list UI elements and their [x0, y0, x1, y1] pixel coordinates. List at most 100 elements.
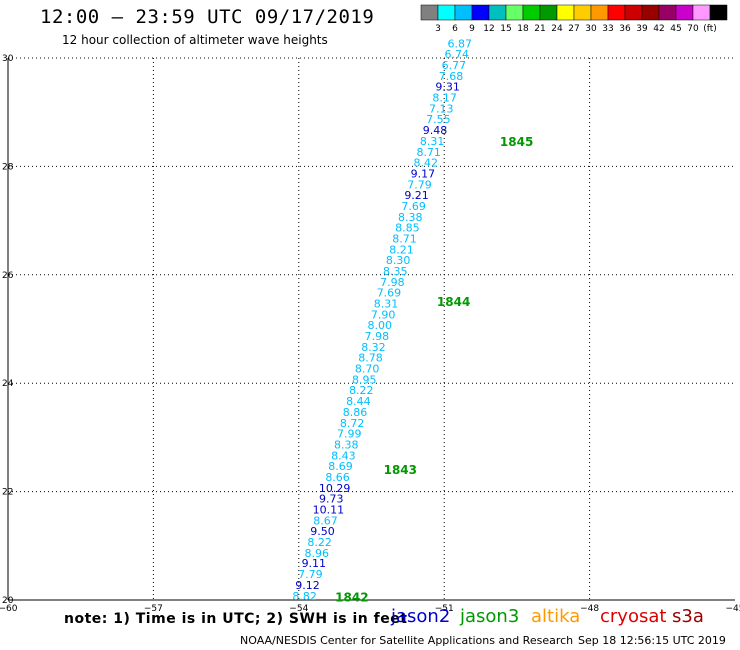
- colorbar-label: 30: [585, 24, 597, 34]
- colorbar-label: 3: [435, 24, 441, 34]
- chart-axes: −60 −57 −54 −51 −48 −45 20 22 24 26 28 30: [0, 54, 740, 614]
- swh-value-label: 6.74: [445, 48, 470, 61]
- swh-value-label: 8.38: [398, 211, 423, 224]
- y-tick-label: 22: [2, 488, 13, 498]
- y-tick-label: 30: [2, 54, 14, 64]
- colorbar-label: 33: [602, 24, 613, 34]
- swh-value-label: 8.95: [352, 373, 377, 386]
- swh-value-label: 10.29: [319, 482, 351, 495]
- swh-value-label: 9.50: [310, 525, 335, 538]
- y-tick-label: 24: [2, 379, 14, 389]
- x-tick-label: −60: [0, 604, 18, 614]
- swh-value-label: 8.82: [292, 590, 317, 603]
- x-tick-label: −54: [289, 604, 308, 614]
- swh-value-label: 7.90: [371, 308, 396, 321]
- y-tick-label: 28: [2, 162, 14, 172]
- swh-value-label: 8.43: [331, 449, 356, 462]
- colorbar-label: 6: [452, 24, 458, 34]
- colorbar-swatch: [556, 4, 575, 21]
- time-label: 1842: [335, 590, 368, 604]
- colorbar-label: 18: [517, 24, 529, 34]
- swh-value-label: 8.72: [340, 417, 365, 430]
- colorbar-swatch: [658, 4, 677, 21]
- swh-value-label: 6.77: [442, 59, 467, 72]
- swh-value-label: 8.44: [346, 395, 371, 408]
- swh-value-label: 8.96: [304, 547, 329, 560]
- swh-value-label: 8.71: [392, 232, 417, 245]
- swh-value-label: 8.30: [386, 254, 411, 267]
- y-tick-label: 20: [2, 596, 14, 606]
- swh-value-label: 8.78: [358, 352, 383, 365]
- swh-value-label: 8.22: [307, 536, 332, 549]
- swh-value-label: 8.21: [389, 243, 414, 256]
- colorbar-swatch: [641, 4, 660, 21]
- colorbar-swatch: [454, 4, 473, 21]
- swh-value-label: 9.21: [404, 189, 429, 202]
- colorbar-label: 70: [687, 24, 699, 34]
- x-tick-label: −48: [580, 604, 599, 614]
- swh-value-label: 8.31: [420, 135, 445, 148]
- colorbar-swatch: [471, 4, 490, 21]
- colorbar-swatch: [420, 4, 439, 21]
- swh-value-label: 8.42: [414, 157, 439, 170]
- colorbar-swatch: [590, 4, 609, 21]
- swh-value-label: 7.99: [337, 428, 362, 441]
- colorbar-swatch: [488, 4, 507, 21]
- time-labels: 1842 1843 1844 1845: [335, 135, 533, 604]
- colorbar-label: 9: [469, 24, 475, 34]
- swh-value-label: 8.71: [416, 146, 441, 159]
- swh-value-label: 9.11: [302, 557, 327, 570]
- colorbar-label: 27: [568, 24, 579, 34]
- swh-value-label: 9.73: [319, 493, 344, 506]
- colorbar-label: 45: [670, 24, 681, 34]
- swh-value-label: 8.22: [349, 384, 374, 397]
- swh-value-label: 7.79: [407, 178, 432, 191]
- swh-value-label: 8.86: [343, 406, 368, 419]
- colorbar-swatch: [437, 4, 456, 21]
- swh-value-label: 8.67: [313, 514, 338, 527]
- colorbar-swatch: [573, 4, 592, 21]
- colorbar-swatch: [539, 4, 558, 21]
- colorbar-label: 15: [500, 24, 511, 34]
- swh-value-label: 7.98: [365, 330, 390, 343]
- colorbar-label: 24: [551, 24, 563, 34]
- legend-s3a: s3a: [672, 606, 704, 627]
- swh-value-label: 8.85: [395, 222, 420, 235]
- swh-value-label: 8.32: [361, 341, 386, 354]
- swh-value-label: 8.70: [355, 363, 380, 376]
- swh-value-label: 8.35: [383, 265, 408, 278]
- colorbar-swatch: [522, 4, 541, 21]
- time-label: 1845: [500, 135, 533, 149]
- colorbar-swatch: [692, 4, 711, 21]
- swh-value-label: 8.00: [367, 319, 392, 332]
- swh-value-label: 10.11: [313, 503, 345, 516]
- swh-value-label: 9.48: [423, 124, 448, 137]
- chart-subtitle: 12 hour collection of altimeter wave hei…: [62, 33, 328, 47]
- chart-title: 12:00 – 23:59 UTC 09/17/2019: [40, 6, 375, 28]
- swh-value-label: 7.98: [380, 276, 405, 289]
- colorbar-label: 12: [483, 24, 494, 34]
- swh-value-label: 7.69: [401, 200, 426, 213]
- footer-timestamp: Sep 18 12:56:15 UTC 2019: [578, 634, 726, 647]
- swh-value-label: 8.69: [328, 460, 353, 473]
- y-tick-label: 26: [2, 271, 14, 281]
- swh-value-label: 7.13: [429, 102, 454, 115]
- colorbar-swatch: [505, 4, 524, 21]
- colorbar-label: 39: [636, 24, 648, 34]
- legend-jason2: jason2: [391, 606, 451, 627]
- colorbar-swatch: [709, 4, 728, 21]
- colorbar-label: 42: [653, 24, 664, 34]
- time-label: 1843: [384, 463, 417, 477]
- swh-value-label: 6.87: [447, 37, 472, 50]
- time-label: 1844: [437, 295, 470, 309]
- swh-value-label: 9.12: [295, 579, 320, 592]
- x-tick-label: −45: [726, 604, 740, 614]
- swh-value-label: 7.68: [439, 70, 464, 83]
- swh-value-label: 9.17: [411, 167, 436, 180]
- swh-value-label: 7.55: [426, 113, 451, 126]
- colorbar-swatch: [607, 4, 626, 21]
- units-note: note: 1) Time is in UTC; 2) SWH is in fe…: [64, 611, 408, 627]
- swh-value-label: 7.79: [298, 568, 323, 581]
- colorbar-label: 36: [619, 24, 631, 34]
